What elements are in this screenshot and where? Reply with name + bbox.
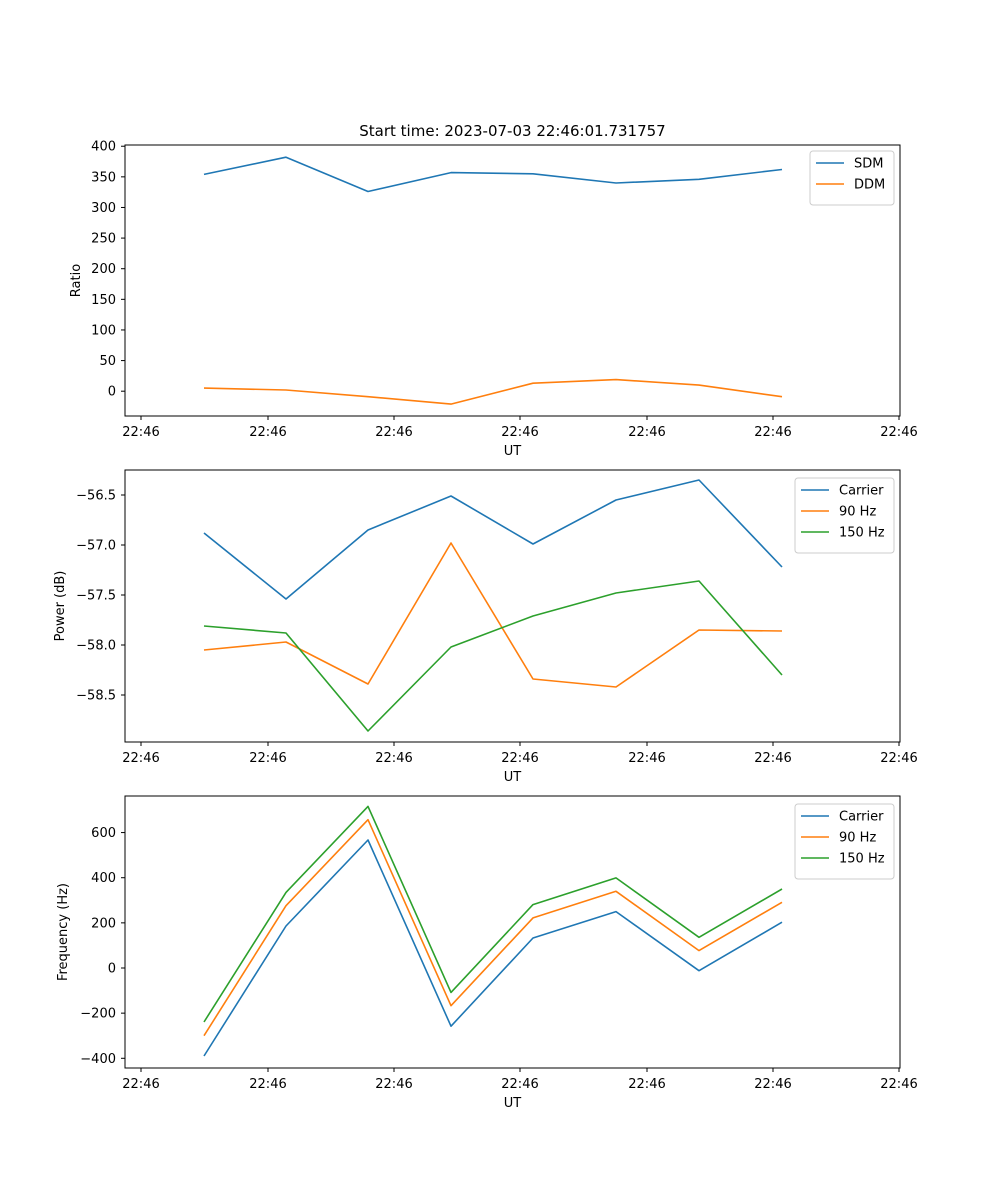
y-tick-label: 300 [91, 201, 116, 216]
y-tick-label: 100 [91, 323, 116, 338]
y-tick-label: −56.5 [76, 489, 116, 504]
x-tick-label: 22:46 [501, 425, 538, 440]
x-tick-label: 22:46 [880, 425, 917, 440]
legend-label: 90 Hz [839, 831, 876, 846]
legend-label: SDM [854, 157, 883, 172]
y-tick-label: −400 [80, 1052, 116, 1067]
y-tick-label: −57.0 [76, 539, 116, 554]
legend-label: 150 Hz [839, 852, 885, 867]
y-tick-label: 0 [108, 385, 116, 400]
x-tick-label: 22:46 [628, 425, 665, 440]
x-tick-label: 22:46 [249, 751, 286, 766]
legend-label: 150 Hz [839, 526, 885, 541]
figure-title: Start time: 2023-07-03 22:46:01.731757 [359, 122, 665, 140]
x-tick-label: 22:46 [375, 1077, 412, 1092]
plot-frame [124, 795, 901, 1069]
y-tick-label: −200 [80, 1007, 116, 1022]
x-tick-label: 22:46 [880, 1077, 917, 1092]
series-line-90-hz [203, 818, 783, 1037]
plot-frame [124, 469, 901, 743]
x-tick-label: 22:46 [249, 425, 286, 440]
y-tick-label: −57.5 [76, 589, 116, 604]
x-tick-label: 22:46 [628, 751, 665, 766]
legend-label: DDM [854, 178, 885, 193]
y-axis-label: Power (dB) [53, 571, 68, 642]
y-tick-label: 350 [91, 170, 116, 185]
y-tick-label: 400 [91, 140, 116, 155]
series-line-ddm [203, 378, 783, 405]
y-tick-label: −58.0 [76, 639, 116, 654]
series-line-150-hz [203, 580, 783, 732]
legend-box [809, 150, 895, 206]
series-line-150-hz [203, 805, 783, 1023]
ratio-panel: 0 50 100 150 200 250 300 350 400 22:46 22:46 22:46 2… [69, 140, 918, 459]
x-tick-label: 22:46 [375, 425, 412, 440]
legend-box [794, 803, 895, 880]
legend-box [794, 477, 895, 554]
x-axis-label: UT [504, 1096, 522, 1111]
x-tick-label: 22:46 [754, 751, 791, 766]
x-tick-label: 22:46 [122, 425, 159, 440]
x-tick-label: 22:46 [754, 425, 791, 440]
y-axis-label: Ratio [69, 264, 84, 297]
x-axis-label: UT [504, 770, 522, 785]
x-tick-label: 22:46 [249, 1077, 286, 1092]
series-line-sdm [203, 156, 783, 193]
x-tick-label: 22:46 [754, 1077, 791, 1092]
x-tick-label: 22:46 [880, 751, 917, 766]
x-tick-label: 22:46 [122, 751, 159, 766]
y-tick-label: 50 [99, 354, 116, 369]
x-tick-label: 22:46 [375, 751, 412, 766]
frequency-panel: −400 −200 0 200 400 600 22:46 22:46 22:46 22:46 22… [56, 795, 918, 1111]
y-tick-label: 250 [91, 232, 116, 247]
plot-frame [124, 144, 901, 417]
x-tick-label: 22:46 [628, 1077, 665, 1092]
series-line-carrier [203, 479, 783, 600]
y-tick-label: 400 [91, 871, 116, 886]
y-axis-label: Frequency (Hz) [56, 883, 71, 981]
x-axis-label: UT [504, 444, 522, 459]
legend-label: 90 Hz [839, 505, 876, 520]
y-tick-label: −58.5 [76, 689, 116, 704]
y-tick-label: 200 [91, 916, 116, 931]
legend-label: Carrier [839, 484, 884, 499]
y-tick-label: 150 [91, 293, 116, 308]
power-panel: −56.5 −57.0 −57.5 −58.0 −58.5 22:46 22:46 22:46… [53, 469, 918, 785]
y-tick-label: 0 [108, 962, 116, 977]
y-tick-label: 200 [91, 262, 116, 277]
x-tick-label: 22:46 [501, 751, 538, 766]
x-tick-label: 22:46 [501, 1077, 538, 1092]
series-line-carrier [203, 839, 783, 1057]
y-tick-label: 600 [91, 826, 116, 841]
x-tick-label: 22:46 [122, 1077, 159, 1092]
legend-label: Carrier [839, 810, 884, 825]
